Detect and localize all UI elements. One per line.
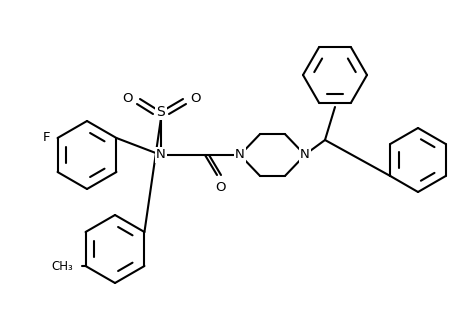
- Text: N: N: [235, 148, 244, 162]
- Text: O: O: [215, 181, 226, 194]
- Text: S: S: [156, 105, 165, 119]
- Text: CH₃: CH₃: [52, 260, 73, 272]
- Text: N: N: [156, 148, 166, 162]
- Text: O: O: [190, 93, 200, 106]
- Text: F: F: [43, 131, 50, 145]
- Text: O: O: [122, 93, 133, 106]
- Text: N: N: [235, 148, 244, 162]
- Text: N: N: [299, 148, 309, 162]
